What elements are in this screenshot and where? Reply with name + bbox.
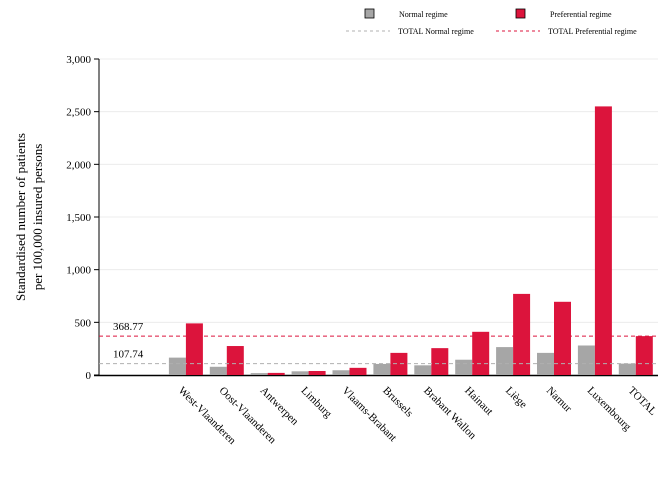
bar-normal-regime xyxy=(291,371,309,375)
bar-preferential-regime xyxy=(267,372,285,375)
bar-normal-regime xyxy=(537,352,554,375)
x-tick-label: TOTAL xyxy=(626,385,659,418)
x-tick-label: Liège xyxy=(503,385,529,411)
legend-swatch xyxy=(364,8,375,19)
bar-normal-regime xyxy=(332,370,350,375)
bar-normal-regime xyxy=(168,357,186,375)
legend-swatch xyxy=(515,8,526,19)
bar-preferential-regime xyxy=(390,352,408,375)
x-tick-label: Antwerpen xyxy=(258,385,301,428)
bar-normal-regime xyxy=(618,363,636,375)
y-tick-label: 3,000 xyxy=(66,54,91,66)
x-tick-label: Hainaut xyxy=(462,385,495,418)
x-tick-label: Brussels xyxy=(380,385,415,420)
bar-normal-regime xyxy=(455,359,473,375)
bar-preferential-regime xyxy=(513,293,531,375)
bar-normal-regime xyxy=(496,347,514,375)
y-tick-label: 2,500 xyxy=(66,107,91,119)
plot-area: 05001,0001,5002,0002,5003,000West-Vlaand… xyxy=(66,54,659,447)
y-tick-label: 1,500 xyxy=(66,212,91,224)
reference-line-label: 107.74 xyxy=(113,349,144,361)
legend-label: TOTAL Normal regime xyxy=(398,27,474,36)
legend-label: TOTAL Preferential regime xyxy=(548,27,637,36)
bar-preferential-regime xyxy=(554,301,571,375)
y-tick-label: 1,000 xyxy=(66,265,91,277)
bar-preferential-regime xyxy=(635,336,653,375)
bar-normal-regime xyxy=(373,363,391,375)
legend-label: Normal regime xyxy=(399,10,448,19)
y-axis-label-line-2: per 100,000 insured persons xyxy=(30,144,45,291)
bar-preferential-regime xyxy=(594,106,612,376)
legend-label: Preferential regime xyxy=(550,10,612,19)
bar-normal-regime xyxy=(250,373,268,375)
bar-normal-regime xyxy=(414,365,432,375)
bar-preferential-regime xyxy=(226,346,244,375)
bar-preferential-regime xyxy=(185,323,203,375)
bar-normal-regime xyxy=(577,345,595,375)
x-tick-label: Namur xyxy=(544,385,574,415)
y-tick-label: 2,000 xyxy=(66,159,91,171)
y-tick-label: 0 xyxy=(86,370,92,382)
bar-preferential-regime xyxy=(472,331,490,375)
reference-line-label: 368.77 xyxy=(113,321,144,333)
bar-preferential-regime xyxy=(349,367,367,375)
legend: Normal regime Preferential regime TOTAL No… xyxy=(346,8,637,36)
y-tick-label: 500 xyxy=(75,317,92,329)
y-axis-label-line-1: Standardised number of patients xyxy=(13,133,28,301)
bar-normal-regime xyxy=(209,366,227,375)
x-tick-label: Limburg xyxy=(298,385,334,421)
bar-preferential-regime xyxy=(308,370,326,375)
bar-preferential-regime xyxy=(431,348,449,375)
